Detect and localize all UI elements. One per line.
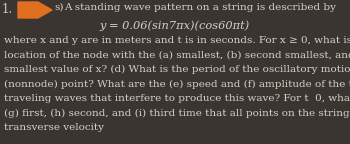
Text: location of the node with the (a) smallest, (b) second smallest, and (c) third: location of the node with the (a) smalle… — [4, 51, 350, 59]
Polygon shape — [18, 2, 52, 18]
Text: transverse velocity: transverse velocity — [4, 123, 104, 132]
Text: (g) first, (h) second, and (i) third time that all points on the string have zer: (g) first, (h) second, and (i) third tim… — [4, 108, 350, 118]
Text: s): s) — [54, 3, 63, 12]
Text: traveling waves that interfere to produce this wave? For t  0, what are the: traveling waves that interfere to produc… — [4, 94, 350, 103]
Text: A standing wave pattern on a string is described by: A standing wave pattern on a string is d… — [64, 3, 336, 12]
Text: y = 0.06(sin7πx)(cos60πt): y = 0.06(sin7πx)(cos60πt) — [100, 20, 250, 31]
Text: where x and y are in meters and t is in seconds. For x ≥ 0, what is the: where x and y are in meters and t is in … — [4, 36, 350, 45]
Text: smallest value of x? (d) What is the period of the oscillatory motion of any: smallest value of x? (d) What is the per… — [4, 65, 350, 74]
Text: 1.: 1. — [2, 3, 13, 16]
Text: (nonnode) point? What are the (e) speed and (f) amplitude of the two: (nonnode) point? What are the (e) speed … — [4, 79, 350, 89]
